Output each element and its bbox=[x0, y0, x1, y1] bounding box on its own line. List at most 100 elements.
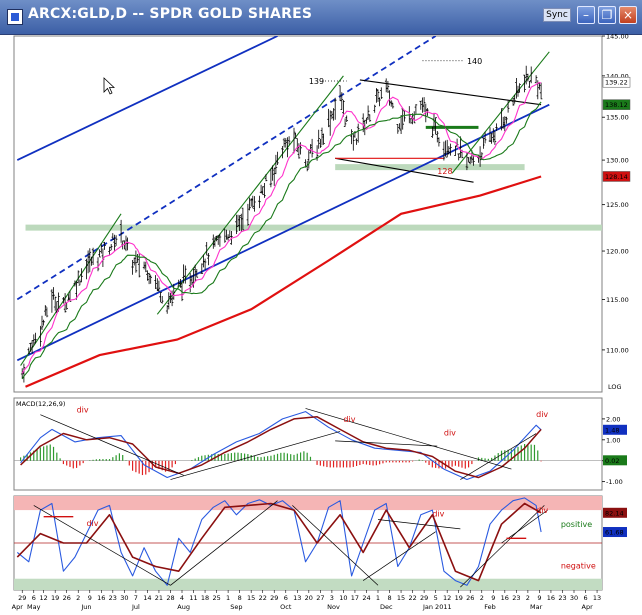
ohlc-bar bbox=[398, 123, 401, 130]
ohlc-bar bbox=[45, 307, 49, 318]
ohlc-bar bbox=[100, 243, 103, 254]
ohlc-bar bbox=[528, 81, 531, 88]
x-month-label: May bbox=[27, 603, 41, 611]
stoch-trendline bbox=[460, 505, 545, 588]
ohlc-bar bbox=[442, 141, 446, 161]
x-tick-label: 4 bbox=[180, 594, 184, 602]
ohlc-bar bbox=[482, 137, 485, 149]
trendline bbox=[156, 75, 344, 315]
ohlc-bar bbox=[241, 207, 245, 231]
ohlc-bar bbox=[182, 264, 185, 284]
ohlc-bar bbox=[492, 128, 495, 143]
ohlc-bar bbox=[55, 301, 59, 313]
ohlc-bar bbox=[119, 219, 123, 243]
stoch-k-line bbox=[16, 497, 542, 586]
x-tick-label: 16 bbox=[547, 594, 555, 602]
ohlc-bar bbox=[80, 268, 83, 283]
ohlc-bar bbox=[511, 98, 515, 106]
x-month-label: Jan 2011 bbox=[422, 603, 452, 611]
stoch-annotation: div bbox=[432, 510, 444, 519]
ohlc-bar bbox=[76, 270, 80, 284]
ohlc-bar bbox=[179, 279, 182, 288]
log-scale-label: LOG bbox=[608, 383, 622, 391]
ohlc-bar bbox=[235, 214, 238, 234]
ohlc-bar bbox=[493, 130, 497, 145]
macd-line bbox=[20, 411, 542, 481]
ohlc-bar bbox=[200, 263, 204, 274]
x-tick-label: 27 bbox=[316, 594, 324, 602]
app-icon[interactable] bbox=[7, 9, 23, 25]
ohlc-bar bbox=[172, 283, 176, 300]
trendline bbox=[16, 36, 278, 161]
x-tick-label: 13 bbox=[593, 594, 601, 602]
price-tag-box bbox=[602, 76, 631, 88]
ohlc-bar bbox=[495, 123, 498, 131]
x-tick-label: 29 bbox=[420, 594, 428, 602]
ohlc-bar bbox=[240, 213, 243, 232]
x-tick-label: 30 bbox=[120, 594, 128, 602]
x-month-label: Apr bbox=[12, 603, 24, 611]
ohlc-bar bbox=[333, 97, 337, 120]
sync-button[interactable]: Sync bbox=[543, 8, 571, 22]
x-month-label: Nov bbox=[327, 603, 340, 611]
ohlc-bar bbox=[249, 198, 253, 207]
x-tick-label: 13 bbox=[293, 594, 301, 602]
stoch-trendline bbox=[501, 509, 548, 544]
price-tag-label: 138.12 bbox=[605, 101, 628, 109]
stoch-tag-label: 82.14 bbox=[605, 509, 624, 517]
stoch-annotation: div bbox=[536, 506, 548, 515]
x-tick-label: 22 bbox=[259, 594, 267, 602]
ohlc-bar bbox=[147, 272, 151, 285]
price-annotation: 128 bbox=[437, 167, 452, 176]
macd-annotation: div bbox=[444, 429, 456, 438]
ohlc-bar bbox=[503, 116, 507, 132]
macd-ytick-label: -1.00 bbox=[606, 478, 623, 486]
ohlc-bar bbox=[386, 81, 390, 93]
x-tick-label: 2 bbox=[526, 594, 530, 602]
minimize-icon[interactable]: – bbox=[577, 6, 595, 24]
stoch-tag-label: 61.68 bbox=[605, 529, 624, 537]
macd-tag-box bbox=[603, 424, 627, 435]
x-tick-label: 12 bbox=[443, 594, 451, 602]
ohlc-bar bbox=[472, 156, 475, 166]
ohlc-bar bbox=[345, 115, 348, 122]
ohlc-bar bbox=[264, 174, 268, 182]
ohlc-bar bbox=[282, 137, 286, 148]
ohlc-bar bbox=[146, 270, 149, 281]
ohlc-bars bbox=[20, 65, 543, 383]
ohlc-bar bbox=[319, 138, 322, 148]
x-tick-label: 23 bbox=[109, 594, 117, 602]
mouse-cursor-icon bbox=[103, 77, 116, 95]
ohlc-bar bbox=[202, 254, 205, 268]
ohlc-bar bbox=[91, 247, 95, 265]
price-annotation: 139 bbox=[309, 77, 324, 86]
ohlc-bar bbox=[459, 136, 462, 158]
ohlc-bar bbox=[465, 152, 469, 171]
stoch-tag-box bbox=[603, 507, 627, 518]
ohlc-bar bbox=[437, 137, 441, 147]
ohlc-bar bbox=[263, 183, 266, 198]
ohlc-bar bbox=[444, 140, 447, 157]
moving-average-long bbox=[25, 175, 542, 388]
x-tick-label: 2 bbox=[480, 594, 484, 602]
ohlc-bar bbox=[134, 250, 138, 273]
ohlc-bar bbox=[284, 138, 288, 148]
close-icon[interactable]: × bbox=[619, 6, 637, 24]
x-tick-label: 21 bbox=[155, 594, 163, 602]
x-month-label: Feb bbox=[484, 603, 496, 611]
ohlc-bar bbox=[271, 165, 274, 181]
ohlc-bar bbox=[52, 287, 55, 300]
macd-trendline bbox=[170, 431, 341, 480]
ohlc-bar bbox=[131, 260, 134, 275]
stoch-trendline bbox=[292, 505, 379, 586]
macd-trendline bbox=[335, 440, 438, 447]
restore-icon[interactable]: ❐ bbox=[598, 6, 616, 24]
price-tag-label: 128.14 bbox=[605, 173, 628, 181]
ohlc-bar bbox=[63, 293, 67, 313]
ohlc-bar bbox=[276, 151, 279, 165]
ohlc-bar bbox=[96, 257, 100, 272]
ohlc-bar bbox=[248, 197, 251, 211]
ohlc-bar bbox=[320, 127, 324, 146]
x-tick-label: 18 bbox=[201, 594, 209, 602]
